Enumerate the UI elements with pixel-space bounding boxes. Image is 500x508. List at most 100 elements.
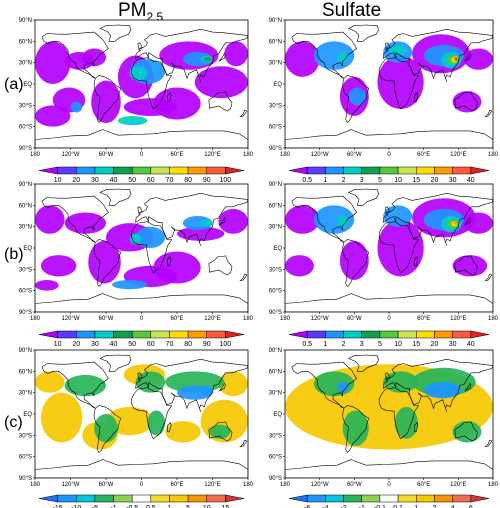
pollution-patch	[394, 406, 418, 439]
colorbar-label: 2	[342, 177, 346, 184]
coastline-japan	[464, 382, 472, 392]
lat-tick-label: 60°N	[269, 369, 282, 375]
coastline-uk	[137, 372, 143, 379]
lat-tick-label: 90°S	[19, 476, 32, 482]
pollution-patch	[285, 255, 314, 277]
pollution-patch	[135, 226, 166, 248]
lon-tick-label: 180	[280, 316, 291, 322]
coastline-new-zealand	[484, 273, 493, 282]
pm-title-main: PM	[118, 0, 147, 21]
pollution-patch	[91, 80, 121, 124]
pollution-patch	[337, 216, 349, 227]
coastline-eurasia	[382, 358, 493, 412]
colorbar-label: 60	[147, 341, 155, 348]
lon-tick-label: 180	[488, 482, 499, 488]
lat-tick-label: 60°S	[19, 455, 32, 461]
pollution-patch	[111, 280, 148, 290]
coastline-madagascar	[414, 421, 419, 433]
coastline-eurasia	[135, 192, 248, 246]
colorbar-swatch	[288, 494, 308, 503]
coastline-antarctica	[35, 293, 248, 312]
lon-tick-label: 180	[30, 316, 41, 322]
coastline-australia	[454, 91, 478, 112]
coastline-antarctica	[35, 129, 248, 148]
pollution-patch	[129, 66, 148, 81]
lat-tick-label: EQ	[23, 82, 32, 88]
lon-tick-label: 0	[387, 152, 391, 158]
pollution-patch	[203, 56, 212, 62]
pollution-patch	[147, 410, 166, 436]
lat-tick-label: EQ	[273, 412, 282, 418]
pollution-patch	[117, 116, 148, 126]
lat-tick-label: EQ	[23, 412, 32, 418]
colorbar-label: 6	[469, 505, 473, 508]
colorbar-label: 90	[203, 341, 211, 348]
colorbar-label: -0.5	[126, 505, 138, 508]
coastline-new-zealand	[484, 109, 493, 118]
coastline-north-america	[291, 361, 357, 409]
pollution-patch	[35, 280, 59, 291]
colorbar-swatch	[225, 330, 245, 339]
coastline-japan	[464, 52, 472, 62]
pollution-patch	[337, 382, 349, 393]
coastline-australia	[208, 91, 233, 112]
colorbar-label: 5	[378, 177, 382, 184]
lat-tick-label: EQ	[273, 82, 282, 88]
coastline-australia	[208, 421, 233, 442]
lat-tick-label: 90°N	[269, 182, 282, 188]
colorbar-sulfate-abs: 0.5 1 2 3 5 10 15 20 30 40	[288, 330, 490, 348]
pollution-patch	[200, 385, 213, 397]
colorbar-swatch	[169, 166, 189, 175]
lon-tick-label: 0	[140, 316, 144, 322]
row-label-a: (a)	[4, 76, 24, 93]
colorbar-label: 10	[394, 341, 402, 348]
colorbar-swatch	[76, 330, 96, 339]
coastline-new-zealand	[239, 439, 248, 448]
lat-tick-label: 30°S	[19, 103, 32, 109]
pollution-patch	[348, 87, 366, 106]
pollution-patch	[218, 208, 248, 234]
colorbar-swatch	[169, 330, 189, 339]
colorbar-label: 15	[412, 341, 420, 348]
coastline-antarctica	[285, 129, 493, 148]
coastline-africa	[131, 387, 173, 440]
colorbar-swatch	[131, 494, 152, 503]
lon-tick-label: 180	[243, 482, 254, 488]
coastlines	[35, 354, 248, 478]
coastline-antarctica	[285, 459, 493, 478]
colorbar-label: 2	[433, 505, 437, 508]
colorbar-swatch	[206, 494, 226, 503]
coastline-south-america	[93, 75, 122, 123]
colorbar-label: 0.5	[146, 505, 156, 508]
lon-tick-label: 180	[280, 152, 291, 158]
pollution-patch	[94, 414, 118, 443]
colorbar-label: 1	[414, 505, 418, 508]
colorbar-label: 50	[128, 177, 136, 184]
pollution-patch	[200, 219, 213, 227]
pollution-patch	[337, 52, 349, 63]
lat-tick-label: 90°S	[19, 146, 32, 152]
pollution-patch	[218, 371, 248, 397]
lat-tick-label: 90°N	[19, 182, 32, 188]
colorbar-swatch	[225, 494, 245, 503]
colorbar-swatch	[306, 330, 326, 339]
colorbar-swatch	[434, 494, 453, 503]
lat-tick-label: 60°S	[269, 455, 282, 461]
colorbar-swatch	[225, 166, 245, 175]
lat-tick-label: 60°S	[19, 289, 32, 295]
colorbar-label: 30	[91, 177, 99, 184]
pollution-patch	[339, 240, 369, 280]
lon-tick-label: 60°W	[347, 482, 362, 488]
colorbar-swatch	[57, 166, 77, 175]
lat-tick-label: 60°N	[19, 369, 32, 375]
coastlines	[285, 354, 493, 478]
colorbar-swatch	[306, 166, 326, 175]
coastline-antarctica	[35, 459, 248, 478]
lon-tick-label: 180	[488, 152, 499, 158]
lon-tick-label: 60°W	[99, 482, 114, 488]
sulfate-column-title: Sulfate	[322, 0, 381, 22]
colorbar-label: -5	[92, 505, 98, 508]
concentration-field	[285, 198, 493, 280]
coastline-antarctica	[285, 293, 493, 312]
